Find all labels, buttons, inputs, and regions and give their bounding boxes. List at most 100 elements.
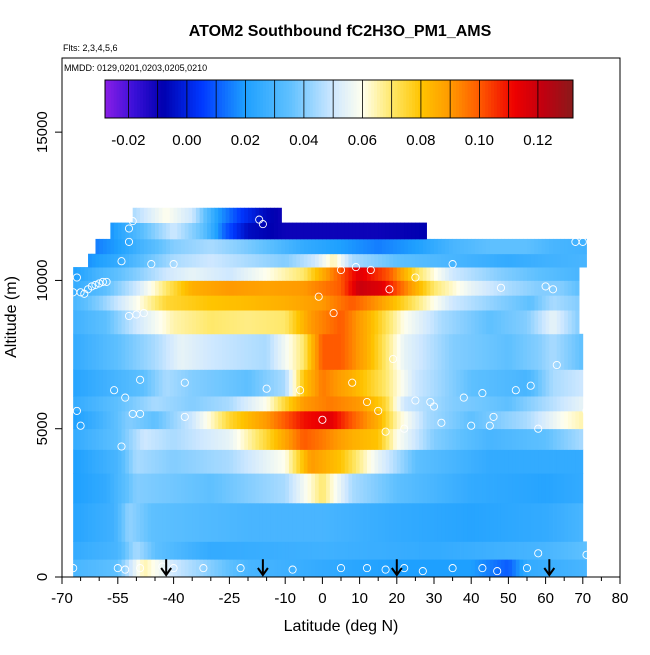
heatmap-cell xyxy=(199,449,204,474)
heatmap-cell xyxy=(504,428,509,450)
heatmap-cell xyxy=(359,410,364,430)
heatmap-cell xyxy=(419,369,424,397)
heatmap-cell xyxy=(140,502,145,542)
heatmap-cell xyxy=(102,238,108,255)
heatmap-cell xyxy=(307,333,312,370)
heatmap-cell xyxy=(426,449,431,474)
heatmap-cell xyxy=(396,295,401,311)
heatmap-cell xyxy=(207,428,212,450)
heatmap-cell xyxy=(415,280,420,296)
heatmap-cell xyxy=(88,396,93,412)
heatmap-cell xyxy=(169,410,174,430)
heatmap-cell xyxy=(125,238,130,255)
colorbar-segment xyxy=(222,80,226,118)
heatmap-cell xyxy=(322,541,327,560)
heatmap-cell xyxy=(541,502,546,542)
heatmap-cell xyxy=(523,396,528,412)
heatmap-cell xyxy=(378,396,383,412)
heatmap-cell xyxy=(311,333,316,370)
heatmap-cell xyxy=(136,238,141,255)
sample-point xyxy=(429,402,439,411)
heatmap-cell xyxy=(262,333,267,370)
heatmap-cell xyxy=(437,295,442,311)
heatmap-cell xyxy=(478,295,483,311)
heatmap-cell xyxy=(76,295,81,311)
heatmap-cell xyxy=(452,369,457,397)
heatmap-cell xyxy=(329,559,334,578)
heatmap-cell xyxy=(80,473,85,504)
heatmap-cell xyxy=(143,267,148,281)
heatmap-cell xyxy=(88,369,93,397)
heatmap-cell xyxy=(322,559,327,578)
heatmap-cell xyxy=(274,253,279,268)
heatmap-cell xyxy=(538,369,543,397)
heatmap-cell xyxy=(393,238,398,255)
heatmap-cell xyxy=(259,207,264,223)
heatmap-cell xyxy=(419,253,424,268)
heatmap-cell xyxy=(95,428,100,450)
heatmap-cell xyxy=(173,449,178,474)
heatmap-cell xyxy=(448,396,453,412)
heatmap-cell xyxy=(259,369,264,397)
heatmap-cell xyxy=(76,559,81,578)
heatmap-cell xyxy=(240,410,245,430)
heatmap-cell xyxy=(314,559,320,578)
heatmap-cell xyxy=(500,238,506,255)
sample-arrow-head xyxy=(160,567,172,577)
heatmap-cell xyxy=(478,333,483,370)
heatmap-cell xyxy=(370,541,375,560)
heatmap-cell xyxy=(448,502,453,542)
heatmap-cell xyxy=(177,473,182,504)
heatmap-cell xyxy=(549,541,554,560)
heatmap-cell xyxy=(106,449,111,474)
heatmap-cell xyxy=(99,410,104,430)
heatmap-cell xyxy=(277,369,282,397)
heatmap-cell xyxy=(151,310,156,335)
heatmap-cell xyxy=(181,238,186,255)
colorbar xyxy=(105,80,574,118)
heatmap-cell xyxy=(355,559,360,578)
heatmap-cell xyxy=(512,541,517,560)
colorbar-tick-label: 0.08 xyxy=(406,132,435,149)
heatmap-cell xyxy=(571,559,576,578)
heatmap-cell xyxy=(292,253,297,268)
heatmap-cell xyxy=(471,502,476,542)
sample-point xyxy=(69,564,78,573)
heatmap-cell xyxy=(355,428,360,450)
heatmap-cell xyxy=(125,333,130,370)
heatmap-cell xyxy=(140,333,145,370)
heatmap-cell xyxy=(136,222,141,240)
heatmap-cell xyxy=(106,473,111,504)
colorbar-segment xyxy=(219,80,223,118)
heatmap-cell xyxy=(140,238,145,255)
heatmap-cell xyxy=(452,410,457,430)
heatmap-cell xyxy=(381,559,387,578)
heatmap-cell xyxy=(95,502,100,542)
heatmap-cell xyxy=(199,207,204,223)
sample-point xyxy=(121,393,130,402)
colorbar-segment xyxy=(543,80,548,118)
colorbar-segment xyxy=(479,80,483,118)
heatmap-cell xyxy=(374,396,379,412)
heatmap-cell xyxy=(158,502,163,542)
heatmap-cell xyxy=(259,410,264,430)
heatmap-cell xyxy=(493,449,498,474)
colorbar-segment xyxy=(128,80,132,118)
heatmap-cell xyxy=(500,253,506,268)
heatmap-cell xyxy=(173,310,178,335)
heatmap-cell xyxy=(151,267,156,281)
x-tick-label: 10 xyxy=(351,590,368,607)
colorbar-segment xyxy=(540,80,545,118)
heatmap-cell xyxy=(370,238,375,255)
heatmap-cell xyxy=(344,541,349,560)
heatmap-cell xyxy=(84,410,89,430)
colorbar-segment xyxy=(312,80,317,118)
heatmap-cell xyxy=(296,267,301,281)
heatmap-cell xyxy=(248,369,253,397)
heatmap-cell xyxy=(125,253,130,268)
colorbar-segment xyxy=(485,80,489,118)
heatmap-cell xyxy=(359,310,364,335)
heatmap-cell xyxy=(471,295,476,311)
heatmap-cell xyxy=(527,473,532,504)
heatmap-cell xyxy=(128,333,134,370)
